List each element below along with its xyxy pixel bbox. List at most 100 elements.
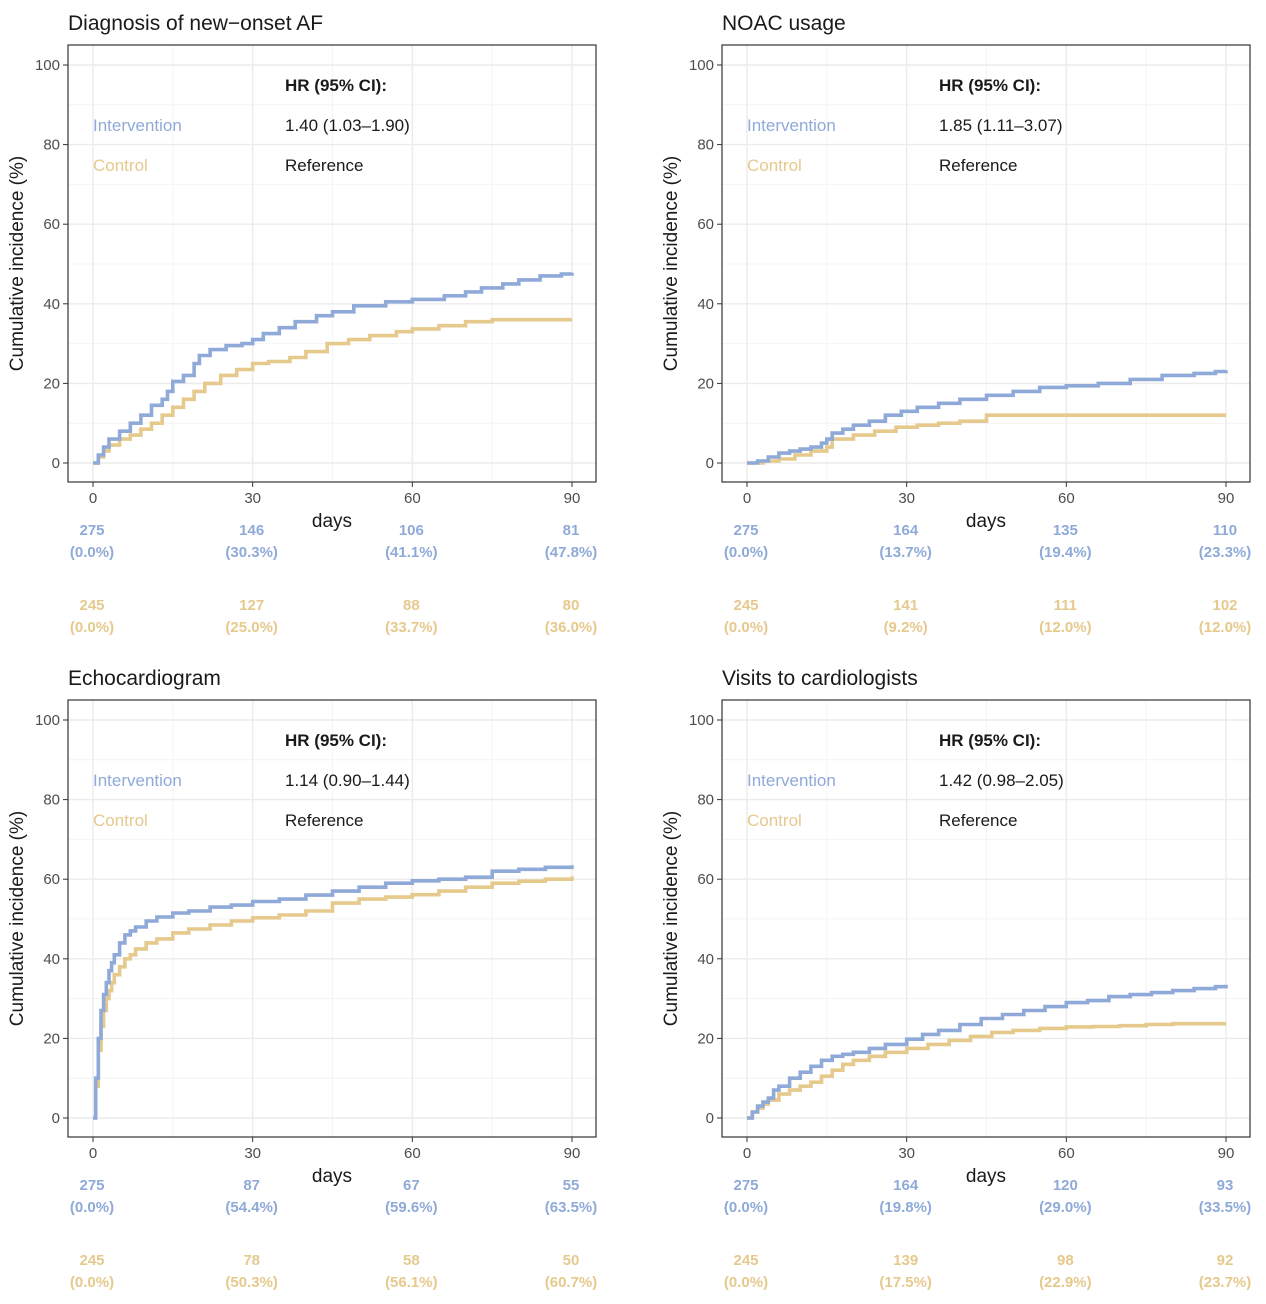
- risk-pct-intervention: (63.5%): [545, 1199, 598, 1216]
- y-tick-label: 60: [697, 216, 714, 233]
- risk-n-control: 245: [79, 1252, 104, 1269]
- legend-control: Control: [747, 811, 802, 830]
- x-tick-label: 60: [404, 490, 421, 507]
- y-tick-label: 100: [35, 712, 60, 729]
- risk-n-intervention: 55: [563, 1177, 580, 1194]
- risk-n-control: 111: [1054, 597, 1077, 614]
- risk-pct-control: (50.3%): [225, 1274, 278, 1291]
- risk-n-intervention: 106: [399, 522, 424, 539]
- x-tick-label: 0: [743, 1145, 751, 1162]
- risk-n-intervention: 135: [1053, 522, 1078, 539]
- risk-pct-control: (0.0%): [70, 619, 114, 636]
- legend-intervention: Intervention: [747, 116, 836, 135]
- risk-pct-control: (56.1%): [385, 1274, 438, 1291]
- x-tick-label: 30: [244, 1145, 261, 1162]
- hr-header: HR (95% CI):: [285, 76, 387, 95]
- risk-pct-control: (0.0%): [70, 1274, 114, 1291]
- risk-pct-intervention: (30.3%): [225, 544, 278, 561]
- y-tick-label: 20: [697, 375, 714, 392]
- x-tick-label: 90: [1218, 490, 1235, 507]
- y-axis-label: Cumulative incidence (%): [7, 156, 28, 371]
- risk-pct-intervention: (0.0%): [70, 1199, 114, 1216]
- risk-pct-control: (0.0%): [724, 1274, 768, 1291]
- y-tick-label: 40: [697, 296, 714, 313]
- risk-n-intervention: 164: [893, 1177, 919, 1194]
- plot-border: [721, 699, 1251, 1138]
- risk-n-intervention: 81: [563, 522, 580, 539]
- risk-n-control: 245: [733, 1252, 758, 1269]
- x-tick-label: 90: [1218, 1145, 1235, 1162]
- y-tick-label: 80: [43, 792, 60, 809]
- risk-n-intervention: 275: [733, 522, 758, 539]
- series-line-intervention: [747, 984, 1228, 1120]
- y-tick-label: 80: [697, 792, 714, 809]
- y-tick-label: 80: [43, 137, 60, 154]
- chart-title: NOAC usage: [722, 12, 846, 35]
- risk-pct-intervention: (59.6%): [385, 1199, 438, 1216]
- risk-n-control: 127: [239, 597, 264, 614]
- risk-n-intervention: 275: [79, 522, 104, 539]
- risk-pct-intervention: (0.0%): [70, 544, 114, 561]
- legend-control: Control: [93, 156, 148, 175]
- risk-n-control: 50: [563, 1252, 580, 1269]
- y-tick-label: 20: [43, 375, 60, 392]
- y-tick-label: 100: [689, 57, 714, 74]
- risk-pct-intervention: (47.8%): [545, 544, 598, 561]
- series-line-intervention: [93, 272, 574, 465]
- hr-intervention: 1.42 (0.98–2.05): [939, 771, 1064, 790]
- y-tick-label: 60: [697, 871, 714, 888]
- series-line-control: [747, 1021, 1226, 1120]
- hr-control: Reference: [939, 156, 1017, 175]
- risk-n-control: 98: [1057, 1252, 1074, 1269]
- y-tick-label: 0: [706, 1110, 714, 1127]
- plot-border: [67, 44, 597, 483]
- chart-title: Visits to cardiologists: [722, 667, 918, 690]
- risk-n-control: 102: [1212, 597, 1237, 614]
- hr-intervention: 1.85 (1.11–3.07): [939, 116, 1063, 135]
- risk-n-intervention: 67: [403, 1177, 420, 1194]
- risk-pct-control: (60.7%): [545, 1274, 598, 1291]
- y-tick-label: 0: [706, 455, 714, 472]
- legend-control: Control: [747, 156, 802, 175]
- risk-n-control: 245: [79, 597, 104, 614]
- series-line-intervention: [747, 369, 1228, 465]
- risk-n-control: 245: [733, 597, 758, 614]
- x-tick-label: 90: [564, 490, 581, 507]
- x-tick-label: 90: [564, 1145, 581, 1162]
- risk-pct-intervention: (0.0%): [724, 544, 768, 561]
- risk-pct-control: (22.9%): [1039, 1274, 1092, 1291]
- risk-pct-control: (9.2%): [884, 619, 928, 636]
- risk-pct-intervention: (19.4%): [1039, 544, 1092, 561]
- y-axis-label: Cumulative incidence (%): [661, 156, 682, 371]
- series-line-intervention: [93, 865, 574, 1120]
- risk-pct-control: (12.0%): [1199, 619, 1252, 636]
- risk-n-intervention: 164: [893, 522, 919, 539]
- risk-pct-intervention: (13.7%): [879, 544, 932, 561]
- risk-pct-control: (23.7%): [1199, 1274, 1252, 1291]
- hr-control: Reference: [939, 811, 1017, 830]
- x-tick-label: 30: [244, 490, 261, 507]
- series-line-control: [747, 413, 1226, 465]
- x-axis-label: days: [312, 511, 352, 532]
- y-tick-label: 20: [43, 1030, 60, 1047]
- risk-pct-intervention: (23.3%): [1199, 544, 1252, 561]
- risk-pct-control: (25.0%): [225, 619, 278, 636]
- x-tick-label: 30: [898, 1145, 915, 1162]
- risk-n-intervention: 275: [733, 1177, 758, 1194]
- chart-panel-3: 0 30 60 90 0 20 40 60 80 100 HR (95% CI): Intervent…: [7, 667, 597, 1291]
- risk-pct-intervention: (54.4%): [225, 1199, 278, 1216]
- risk-n-control: 58: [403, 1252, 420, 1269]
- series-line-control: [93, 317, 572, 465]
- risk-pct-control: (12.0%): [1039, 619, 1092, 636]
- y-tick-label: 40: [697, 951, 714, 968]
- y-tick-label: 80: [697, 137, 714, 154]
- x-tick-label: 30: [898, 490, 915, 507]
- y-axis-label: Cumulative incidence (%): [7, 811, 28, 1026]
- risk-pct-intervention: (0.0%): [724, 1199, 768, 1216]
- y-tick-label: 60: [43, 216, 60, 233]
- x-tick-label: 60: [1058, 1145, 1075, 1162]
- risk-pct-control: (33.7%): [385, 619, 438, 636]
- risk-n-control: 78: [243, 1252, 260, 1269]
- risk-pct-control: (0.0%): [724, 619, 768, 636]
